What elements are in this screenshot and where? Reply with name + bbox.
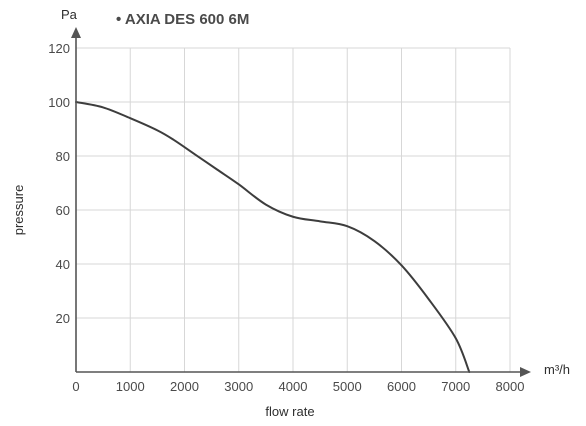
x-tick-label: 3000 xyxy=(224,379,253,394)
y-tick-label: 20 xyxy=(56,311,70,326)
axes xyxy=(71,27,531,377)
y-axis-label: pressure xyxy=(11,185,26,236)
x-tick-label: 4000 xyxy=(279,379,308,394)
x-axis-arrow-icon xyxy=(520,367,531,377)
x-tick-label: 5000 xyxy=(333,379,362,394)
y-axis-arrow-icon xyxy=(71,27,81,38)
y-tick-label: 100 xyxy=(48,95,70,110)
grid-lines xyxy=(76,47,511,372)
x-tick-label: 1000 xyxy=(116,379,145,394)
x-tick-label: 7000 xyxy=(441,379,470,394)
chart-title: • AXIA DES 600 6M xyxy=(116,11,249,28)
y-unit-label: Pa xyxy=(61,7,78,22)
x-tick-label: 2000 xyxy=(170,379,199,394)
tick-labels: 0 1000 2000 3000 4000 5000 6000 7000 8000 20 40 60 8… xyxy=(48,41,524,394)
y-tick-label: 120 xyxy=(48,41,70,56)
x-tick-label: 8000 xyxy=(496,379,525,394)
y-tick-label: 40 xyxy=(56,257,70,272)
x-axis-label: flow rate xyxy=(265,404,314,419)
y-tick-label: 60 xyxy=(56,203,70,218)
x-tick-label: 0 xyxy=(72,379,79,394)
x-tick-label: 6000 xyxy=(387,379,416,394)
x-unit-label: m³/h xyxy=(544,362,570,377)
y-tick-label: 80 xyxy=(56,149,70,164)
fan-curve-line xyxy=(75,101,471,373)
